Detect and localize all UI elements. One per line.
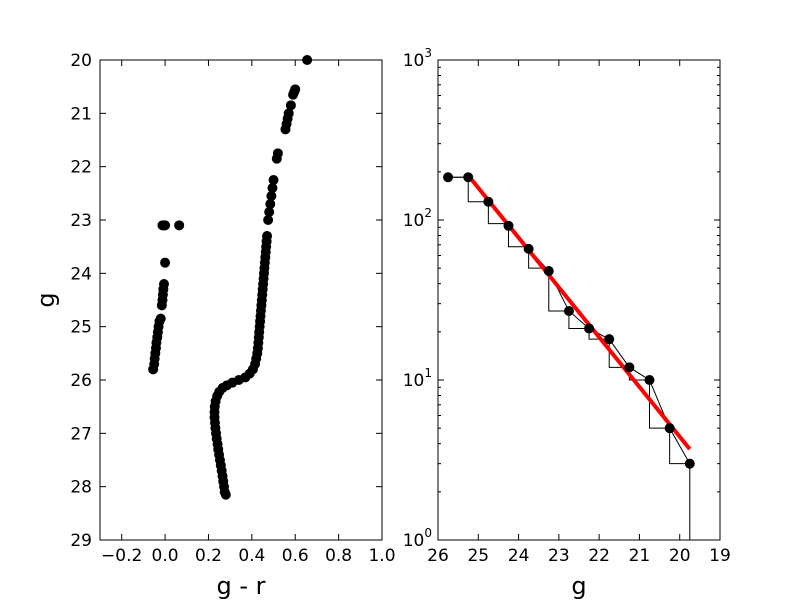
lf-x-axis-label: g (571, 572, 586, 600)
lf-x-tick-label: 20 (669, 546, 691, 566)
color-magnitude-diagram: −0.2 0.0 0.2 0.4 0.6 0.8 1.0 20 21 22 23 24 25 26 27 28… (32, 51, 396, 600)
lf-content (443, 172, 695, 540)
lf-ticks: 26 25 24 23 22 21 20 19 100 101 102 103 (403, 46, 731, 566)
cmd-x-tick-label: 0.0 (152, 546, 179, 566)
cmd-y-tick-label: 27 (70, 424, 92, 444)
lf-x-tick-label: 19 (709, 546, 731, 566)
cmd-point (290, 84, 301, 95)
lf-x-tick-label: 22 (588, 546, 610, 566)
cmd-point (262, 231, 273, 241)
lf-histogram-steps (448, 176, 691, 540)
cmd-point (268, 175, 279, 185)
lf-point (684, 458, 695, 469)
cmd-point (263, 215, 274, 225)
lf-fit-line (466, 174, 692, 451)
cmd-point (267, 183, 278, 193)
cmd-y-tick-label: 24 (70, 264, 92, 284)
lf-y-tick-label: 101 (403, 366, 432, 391)
lf-point (584, 323, 595, 334)
cmd-point (265, 199, 276, 209)
lf-x-tick-label: 25 (467, 546, 489, 566)
cmd-points (148, 55, 313, 500)
lf-x-tick-label: 23 (548, 546, 570, 566)
lf-point (503, 220, 514, 231)
cmd-y-tick-label: 22 (70, 158, 92, 178)
cmd-y-tick-label: 29 (70, 531, 92, 551)
lf-point (563, 305, 574, 316)
lf-point (664, 423, 675, 434)
cmd-y-tick-label: 26 (70, 371, 92, 391)
cmd-x-tick-label: 0.6 (282, 546, 309, 566)
luminosity-function: 26 25 24 23 22 21 20 19 100 101 102 103 g (403, 46, 731, 600)
lf-point (644, 375, 655, 385)
lf-point (523, 243, 534, 254)
lf-y-tick-label: 102 (403, 206, 432, 231)
cmd-y-tick-label: 28 (70, 478, 92, 498)
lf-plot-frame (437, 59, 721, 541)
cmd-point (160, 257, 171, 268)
cmd-point (155, 313, 166, 324)
lf-point (443, 172, 454, 183)
cmd-point (160, 220, 171, 231)
cmd-point (272, 148, 283, 159)
cmd-y-tick-label: 21 (70, 104, 92, 124)
lf-point (543, 266, 554, 277)
cmd-x-tick-label: 0.4 (238, 546, 265, 566)
lf-x-tick-label: 26 (427, 546, 449, 566)
cmd-point (283, 108, 294, 119)
cmd-y-tick-label: 20 (70, 51, 92, 71)
cmd-point (266, 191, 277, 201)
lf-point (624, 362, 635, 373)
cmd-y-tick-label: 23 (70, 211, 92, 231)
lf-point (604, 334, 615, 345)
cmd-x-tick-label: 0.8 (325, 546, 352, 566)
cmd-point (264, 207, 275, 217)
cmd-y-tick-label: 25 (70, 318, 92, 338)
lf-x-tick-label: 24 (508, 546, 530, 566)
cmd-ticks: −0.2 0.0 0.2 0.4 0.6 0.8 1.0 20 21 22 23 24 25 26 27 28… (70, 51, 395, 566)
lf-point (483, 196, 494, 207)
cmd-plot-frame (99, 59, 383, 541)
cmd-x-axis-label: g - r (216, 572, 265, 600)
cmd-x-tick-label: −0.2 (101, 546, 142, 566)
lf-y-tick-label: 100 (403, 526, 432, 551)
cmd-x-tick-label: 0.2 (195, 546, 222, 566)
lf-x-tick-label: 21 (629, 546, 651, 566)
lf-y-tick-label: 103 (403, 46, 432, 71)
cmd-point (174, 220, 185, 231)
cmd-point (158, 279, 169, 289)
lf-point (463, 172, 474, 183)
cmd-y-axis-label: g (32, 292, 60, 307)
cmd-point (285, 100, 296, 111)
cmd-x-tick-label: 1.0 (368, 546, 395, 566)
